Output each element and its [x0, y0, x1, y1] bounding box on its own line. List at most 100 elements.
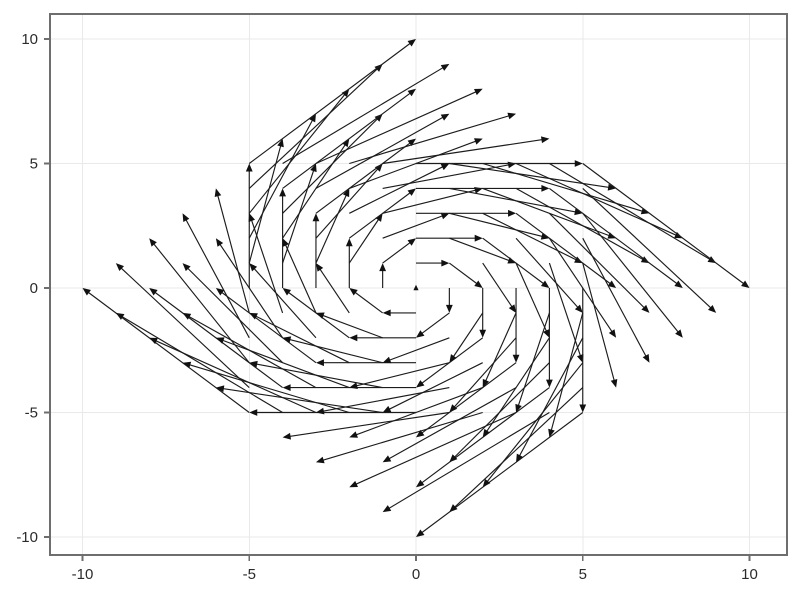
vector-arrow [548, 262, 584, 363]
vector-arrow [115, 263, 250, 389]
vector-arrow [549, 187, 683, 288]
arrow-head [508, 209, 517, 217]
arrow-shaft [282, 91, 413, 189]
arrow-head [479, 329, 487, 338]
arrow-head [315, 407, 325, 415]
arrow-head [349, 382, 358, 389]
arrow-head [674, 280, 683, 288]
arrow-head [576, 354, 584, 363]
arrow-head [642, 354, 650, 363]
arrow-head [675, 329, 683, 338]
arrow-head [315, 263, 324, 272]
arrow-shaft [349, 165, 445, 214]
vector-arrow [282, 63, 450, 164]
arrow-shaft [482, 212, 579, 262]
x-tick-label: 5 [579, 566, 587, 583]
vector-arrow [215, 238, 284, 339]
vector-arrow [312, 213, 320, 288]
arrow-shaft [153, 339, 317, 414]
vector-arrow [248, 213, 284, 314]
vector-arrow [182, 263, 284, 364]
arrow-head [315, 456, 325, 464]
arrow-head [543, 329, 550, 338]
arrow-shaft [419, 362, 517, 435]
vector-arrow [249, 360, 383, 389]
arrow-shaft [354, 362, 450, 387]
vector-arrow [416, 160, 583, 167]
arrow-shaft [549, 163, 712, 261]
panel-border [48, 12, 789, 557]
arrow-head [574, 160, 583, 167]
arrow-shaft [315, 192, 348, 264]
vector-arrow [379, 263, 387, 288]
arrow-shaft [549, 187, 679, 286]
vector-arrow [479, 288, 487, 338]
arrow-head [382, 455, 392, 463]
arrow-head [182, 312, 192, 320]
arrow-head [516, 453, 523, 463]
arrow-shaft [252, 266, 317, 339]
y-tick-label: 5 [30, 156, 38, 173]
arrow-head [413, 284, 419, 291]
arrow-head [282, 238, 289, 247]
vector-arrow [416, 259, 450, 267]
vector-arrow [315, 188, 350, 264]
arrow-head [574, 208, 583, 216]
arrow-head [440, 163, 450, 171]
vector-arrow [382, 337, 450, 364]
arrow-head [215, 337, 225, 344]
arrow-shaft [184, 217, 250, 339]
arrow-head [149, 337, 158, 345]
arrow-shaft [315, 115, 446, 189]
vector-arrow [215, 288, 317, 364]
arrow-shaft [419, 312, 450, 336]
vector-arrow [449, 212, 550, 240]
arrow-head [249, 263, 258, 272]
arrow-shaft [482, 262, 514, 309]
arrow-head [541, 185, 550, 192]
arrow-head [449, 354, 457, 363]
arrow-shaft [219, 290, 317, 364]
arrow-shaft [482, 237, 546, 286]
vector-arrow [382, 362, 483, 413]
arrow-head [546, 379, 553, 388]
arrow-shaft [349, 139, 479, 189]
arrow-shaft [315, 141, 413, 214]
arrow-head [315, 359, 324, 367]
vector-arrow [413, 284, 419, 291]
arrow-head [282, 384, 291, 391]
vector-arrow [449, 387, 584, 513]
vector-arrow [416, 234, 483, 242]
arrow-shaft [548, 237, 614, 334]
vector-arrow [382, 387, 517, 463]
arrow-head [248, 213, 256, 222]
vector-arrow [382, 238, 416, 264]
vector-arrow [249, 312, 350, 364]
arrow-shaft [515, 237, 580, 310]
arrow-head [182, 263, 191, 272]
arrow-shaft [382, 138, 545, 165]
arrow-shaft [353, 387, 483, 437]
arrow-head [610, 378, 618, 388]
arrow-head [540, 280, 550, 288]
arrow-head [441, 259, 450, 267]
arrow-head [407, 188, 416, 196]
y-tick-label: 0 [30, 280, 38, 297]
arrow-shaft [320, 387, 450, 413]
arrow-shaft [348, 191, 413, 239]
arrow-head [474, 280, 483, 288]
arrow-shaft [449, 262, 479, 286]
vector-arrow [516, 337, 584, 463]
arrow-shaft [284, 242, 317, 314]
vector-arrow [248, 39, 416, 164]
vector-arrow [215, 385, 383, 414]
arrow-head [482, 478, 491, 488]
y-axis-tick-labels: 10 5 0 -5 -10 [16, 31, 38, 546]
vector-arrow [449, 262, 483, 288]
arrow-head [641, 304, 650, 313]
arrow-head [512, 354, 520, 363]
vector-arrow [382, 136, 550, 165]
vector-arrow [416, 185, 550, 192]
vector-arrow [348, 213, 383, 264]
